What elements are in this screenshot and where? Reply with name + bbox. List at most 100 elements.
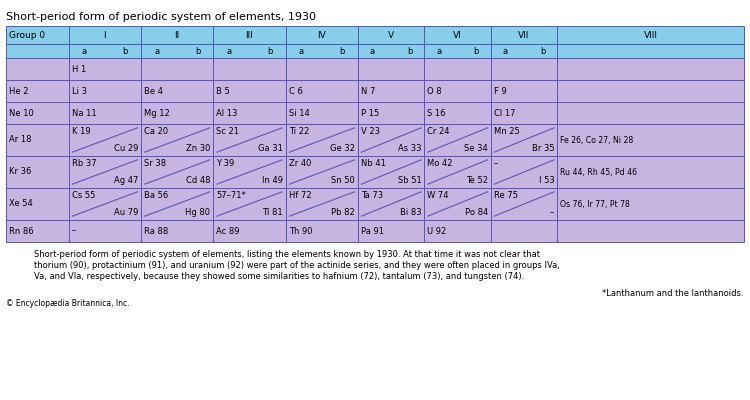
Text: Po 84: Po 84 (464, 208, 488, 217)
Text: V 23: V 23 (361, 127, 380, 136)
Bar (557, 156, 744, 188)
Text: b: b (123, 46, 128, 56)
Bar (424, 156, 490, 188)
Bar (141, 220, 214, 242)
Text: Hf 72: Hf 72 (289, 191, 311, 200)
Text: Y 39: Y 39 (217, 159, 235, 168)
Text: II: II (175, 30, 180, 40)
Text: I: I (104, 30, 106, 40)
Text: Na 11: Na 11 (72, 108, 96, 118)
Bar (69, 80, 141, 102)
Text: Mg 12: Mg 12 (144, 108, 170, 118)
Bar (557, 44, 744, 58)
Text: IV: IV (317, 30, 326, 40)
Bar (214, 220, 286, 242)
Bar (141, 58, 214, 80)
Bar (69, 220, 141, 242)
Text: V: V (388, 30, 394, 40)
Text: Re 75: Re 75 (494, 191, 517, 200)
Text: VI: VI (453, 30, 462, 40)
Bar (214, 58, 286, 80)
Bar (358, 80, 424, 102)
Text: Fe 26, Co 27, Ni 28: Fe 26, Co 27, Ni 28 (560, 136, 634, 144)
Text: Short-period form of periodic system of elements, 1930: Short-period form of periodic system of … (6, 12, 316, 22)
Text: b: b (340, 46, 345, 56)
Text: He 2: He 2 (9, 86, 28, 96)
Bar (358, 156, 424, 188)
Text: Au 79: Au 79 (114, 208, 138, 217)
Text: Kr 36: Kr 36 (9, 168, 32, 176)
Bar (214, 156, 286, 188)
Text: Ga 31: Ga 31 (258, 144, 283, 153)
Bar (6, 26, 69, 44)
Text: Short-period form of periodic system of elements, listing the elements known by : Short-period form of periodic system of … (34, 250, 540, 259)
Bar (69, 44, 141, 58)
Bar (214, 26, 286, 44)
Text: Ba 56: Ba 56 (144, 191, 168, 200)
Bar (557, 220, 744, 242)
Bar (490, 220, 557, 242)
Bar (141, 124, 214, 156)
Bar (358, 58, 424, 80)
Bar (214, 124, 286, 156)
Bar (286, 26, 358, 44)
Bar (69, 58, 141, 80)
Text: Ra 88: Ra 88 (144, 226, 168, 236)
Text: Ne 10: Ne 10 (9, 108, 34, 118)
Text: b: b (540, 46, 545, 56)
Text: a: a (82, 46, 87, 56)
Bar (557, 102, 744, 124)
Text: Zn 30: Zn 30 (186, 144, 211, 153)
Bar (490, 102, 557, 124)
Bar (490, 26, 557, 44)
Text: *Lanthanum and the lanthanoids.: *Lanthanum and the lanthanoids. (602, 288, 744, 298)
Text: Ta 73: Ta 73 (361, 191, 383, 200)
Text: Sr 38: Sr 38 (144, 159, 166, 168)
Bar (424, 26, 490, 44)
Bar (69, 156, 141, 188)
Bar (424, 188, 490, 220)
Text: VII: VII (518, 30, 530, 40)
Text: F 9: F 9 (494, 86, 506, 96)
Text: b: b (195, 46, 200, 56)
Text: B 5: B 5 (217, 86, 230, 96)
Bar (490, 188, 557, 220)
Bar (490, 58, 557, 80)
Bar (141, 44, 214, 58)
Text: Sc 21: Sc 21 (217, 127, 239, 136)
Bar (286, 124, 358, 156)
Text: b: b (473, 46, 479, 56)
Bar (214, 102, 286, 124)
Bar (286, 188, 358, 220)
Bar (490, 124, 557, 156)
Bar (424, 102, 490, 124)
Text: Th 90: Th 90 (289, 226, 312, 236)
Bar (6, 80, 69, 102)
Bar (557, 124, 744, 156)
Text: Br 35: Br 35 (532, 144, 554, 153)
Bar (358, 102, 424, 124)
Text: Zr 40: Zr 40 (289, 159, 311, 168)
Text: Ac 89: Ac 89 (217, 226, 240, 236)
Bar (69, 102, 141, 124)
Text: Mo 42: Mo 42 (427, 159, 453, 168)
Text: Tl 81: Tl 81 (262, 208, 283, 217)
Text: H 1: H 1 (72, 64, 86, 74)
Bar (214, 188, 286, 220)
Text: Os 76, Ir 77, Pt 78: Os 76, Ir 77, Pt 78 (560, 200, 630, 208)
Text: Mn 25: Mn 25 (494, 127, 520, 136)
Text: Bi 83: Bi 83 (400, 208, 422, 217)
Text: Ag 47: Ag 47 (114, 176, 138, 185)
Text: a: a (298, 46, 304, 56)
Bar (141, 188, 214, 220)
Bar (286, 102, 358, 124)
Text: Nb 41: Nb 41 (361, 159, 386, 168)
Text: W 74: W 74 (427, 191, 449, 200)
Bar (69, 188, 141, 220)
Text: S 16: S 16 (427, 108, 446, 118)
Text: Pa 91: Pa 91 (361, 226, 384, 236)
Bar (6, 58, 69, 80)
Text: Sb 51: Sb 51 (398, 176, 422, 185)
Text: Group 0: Group 0 (9, 30, 45, 40)
Bar (141, 26, 214, 44)
